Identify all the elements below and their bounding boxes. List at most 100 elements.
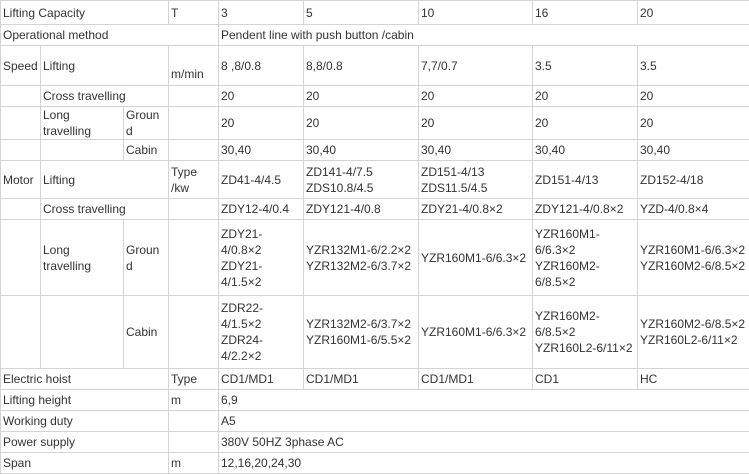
line: ZDR24-4/2.2×2 — [221, 332, 301, 364]
row: Speed Lifting m/min 8 ,8/0.8 8,8/0.8 7,7… — [1, 46, 749, 86]
cell: 20 — [638, 107, 749, 140]
cell: Ground — [124, 107, 169, 140]
cell: Long travelling — [41, 220, 124, 296]
cell: ZDY121-4/0.8 — [304, 199, 419, 220]
cell: Lifting — [41, 161, 169, 199]
row: Electric hoist Type CD1/MD1 CD1/MD1 CD1/… — [1, 369, 749, 390]
cell — [169, 432, 219, 453]
cell — [169, 107, 219, 140]
line: YZR160M2-6/8.5×2 — [640, 316, 747, 332]
cell — [41, 296, 124, 369]
cell: Cabin — [124, 296, 169, 369]
cell — [1, 140, 41, 161]
cell: ZDY121-4/0.8×2 — [533, 199, 638, 220]
cell: CD1/MD1 — [219, 369, 304, 390]
cell: 6,9 — [219, 390, 749, 411]
cell: CD1 — [533, 369, 638, 390]
cell: m — [169, 453, 219, 474]
line: YZR160M2-6/8.5×2 — [535, 308, 635, 340]
cell — [169, 199, 219, 220]
cell — [169, 86, 219, 107]
cell: 3.5 — [638, 46, 749, 86]
cell: 20 — [419, 107, 533, 140]
line: ZDY21-4/1.5×2 — [221, 258, 301, 290]
cell: ZD151-4/13 — [533, 161, 638, 199]
line: YZR160M2-6/8.5×2 — [535, 258, 635, 290]
cell: Span — [1, 453, 169, 474]
row: Motor Lifting Type /kw ZD41-4/4.5 ZD141-… — [1, 161, 749, 199]
cell: m/min — [169, 46, 219, 86]
cell: 20 — [219, 107, 304, 140]
cell: Long travelling — [41, 107, 124, 140]
cell: Lifting height — [1, 390, 169, 411]
cell — [169, 411, 219, 432]
cell — [41, 140, 124, 161]
line: YZR160M1-6/6.3×2 — [640, 242, 747, 258]
cell: Electric hoist — [1, 369, 169, 390]
cell: Type /kw — [169, 161, 219, 199]
cell — [169, 140, 219, 161]
cell: Power supply — [1, 432, 169, 453]
cell: 7,7/0.7 — [419, 46, 533, 86]
row: Working duty A5 — [1, 411, 749, 432]
line: ZDR22-4/1.5×2 — [221, 300, 301, 332]
row: Cross travelling 20 20 20 20 20 — [1, 86, 749, 107]
line: ZDY21-4/0.8×2 — [221, 226, 301, 258]
cell: CD1/MD1 — [419, 369, 533, 390]
cell: Operational method — [1, 25, 219, 46]
cell: 30,40 — [219, 140, 304, 161]
cell: ZD141-4/7.5 ZDS10.8/4.5 — [304, 161, 419, 199]
cell: Working duty — [1, 411, 169, 432]
cell: 380V 50HZ 3phase AC — [219, 432, 749, 453]
cell: 30,40 — [638, 140, 749, 161]
cell: ZD151-4/13 ZDS11.5/4.5 — [419, 161, 533, 199]
cell: Type — [169, 369, 219, 390]
cell: 3.5 — [533, 46, 638, 86]
cell: Ground — [124, 220, 169, 296]
cell: Cross travelling — [41, 86, 169, 107]
line: YZR160M2-6/8.5×2 — [640, 258, 747, 274]
cell: 20 — [638, 86, 749, 107]
cell: YZR160M1-6/6.3×2 — [419, 220, 533, 296]
cell: m — [169, 390, 219, 411]
cell — [1, 199, 41, 220]
cell: ZDY12-4/0.4 — [219, 199, 304, 220]
cell: HC — [638, 369, 749, 390]
line: YZR160M1-6/5.5×2 — [306, 332, 416, 348]
line: YZR132M2-6/3.7×2 — [306, 258, 416, 274]
cell: 30,40 — [304, 140, 419, 161]
cell: ZDY21-4/0.8×2 — [419, 199, 533, 220]
row: Operational method Pendent line with pus… — [1, 25, 749, 46]
cell: YZD-4/0.8×4 — [638, 199, 749, 220]
cell — [1, 296, 41, 369]
row: Cross travelling ZDY12-4/0.4 ZDY121-4/0.… — [1, 199, 749, 220]
row: Lifting Capacity T 3 5 10 16 20 — [1, 1, 749, 25]
cell: 8,8/0.8 — [304, 46, 419, 86]
cell — [1, 220, 41, 296]
row: Long travelling Ground 20 20 20 20 20 — [1, 107, 749, 140]
cell: Speed — [1, 46, 41, 86]
cell: 20 — [638, 1, 749, 25]
cell: ZD41-4/4.5 — [219, 161, 304, 199]
row: Span m 12,16,20,24,30 — [1, 453, 749, 474]
cell: Pendent line with push button /cabin — [219, 25, 749, 46]
cell: 20 — [533, 107, 638, 140]
line: YZR132M2-6/3.7×2 — [306, 316, 416, 332]
cell: 5 — [304, 1, 419, 25]
cell: 16 — [533, 1, 638, 25]
cell: 20 — [304, 86, 419, 107]
line: YZR132M1-6/2.2×2 — [306, 242, 416, 258]
row: Lifting height m 6,9 — [1, 390, 749, 411]
cell — [169, 220, 219, 296]
cell: T — [169, 1, 219, 25]
cell — [169, 296, 219, 369]
cell: Lifting — [41, 46, 169, 86]
